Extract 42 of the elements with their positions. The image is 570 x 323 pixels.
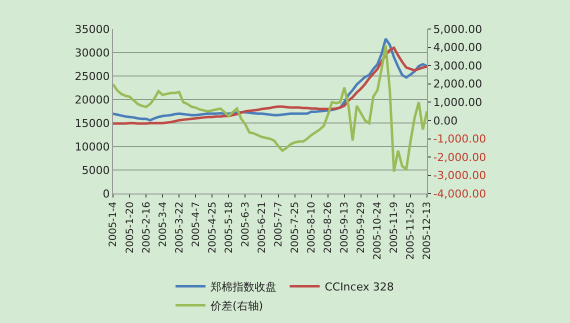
x-tick-label: 2005-9-29 — [356, 202, 368, 254]
x-tick-label: 2005-7-25 — [290, 202, 302, 254]
x-tick-label: 2005-9-13 — [340, 202, 351, 254]
x-tick-label: 2005-2-16 — [141, 202, 152, 254]
x-tick-label: 2005-6-3 — [240, 202, 252, 248]
y2-tick-label: 2,000.00 — [433, 78, 482, 91]
y2-tick-label: 0.00 — [433, 114, 458, 128]
y-tick-label: 15000 — [74, 116, 110, 130]
legend-label: 郑棉指数收盘 — [210, 280, 276, 294]
y-tick-label: 10000 — [74, 140, 110, 154]
x-tick-label: 2005-1-4 — [108, 202, 120, 248]
line-series — [113, 44, 427, 173]
x-tick-label: 2005-4-25 — [207, 202, 218, 254]
y-tick-label: 5000 — [82, 164, 110, 177]
x-tick-label: 2005-7-7 — [274, 202, 285, 248]
legend-label: CCIncex 328 — [324, 280, 394, 294]
y2-tick-label: -3,000.00 — [433, 169, 486, 182]
y2-tick-label: 3,000.00 — [433, 59, 482, 72]
x-tick-label: 2005-5-18 — [224, 202, 235, 254]
y-tick-label: 25000 — [74, 70, 110, 83]
y-tick-label: 20000 — [74, 93, 110, 106]
x-tick-label: 2005-6-21 — [256, 202, 268, 254]
y-tick-label: 0 — [102, 188, 110, 200]
x-tick-label: 2005-10-24 — [372, 202, 384, 260]
y-tick-label: 30000 — [74, 46, 110, 60]
y2-tick-label: -2,000.00 — [433, 150, 486, 164]
x-tick-label: 2005-3-22 — [174, 202, 186, 254]
y2-tick-label: 5,000.00 — [433, 22, 482, 36]
x-tick-label: 2005-4-7 — [190, 202, 202, 248]
y-tick-label: 35000 — [74, 22, 110, 36]
y2-tick-label: 1,000.00 — [433, 96, 482, 110]
x-tick-label: 2005-11-25 — [406, 202, 417, 260]
legend-label: 价差(右轴) — [210, 300, 264, 313]
x-tick-label: 2005-1-20 — [124, 202, 136, 254]
x-tick-label: 2005-8-10 — [306, 202, 318, 254]
x-tick-label: 2005-8-26 — [323, 202, 334, 254]
x-tick-label: 2005-11-9 — [389, 202, 400, 254]
y2-tick-label: -1,000.00 — [433, 132, 486, 146]
x-tick-label: 2005-3-4 — [158, 202, 169, 248]
y2-tick-label: 4,000.00 — [433, 41, 482, 54]
y2-tick-label: -4,000.00 — [433, 188, 486, 200]
x-tick-label: 2005-12-13 — [422, 202, 434, 260]
